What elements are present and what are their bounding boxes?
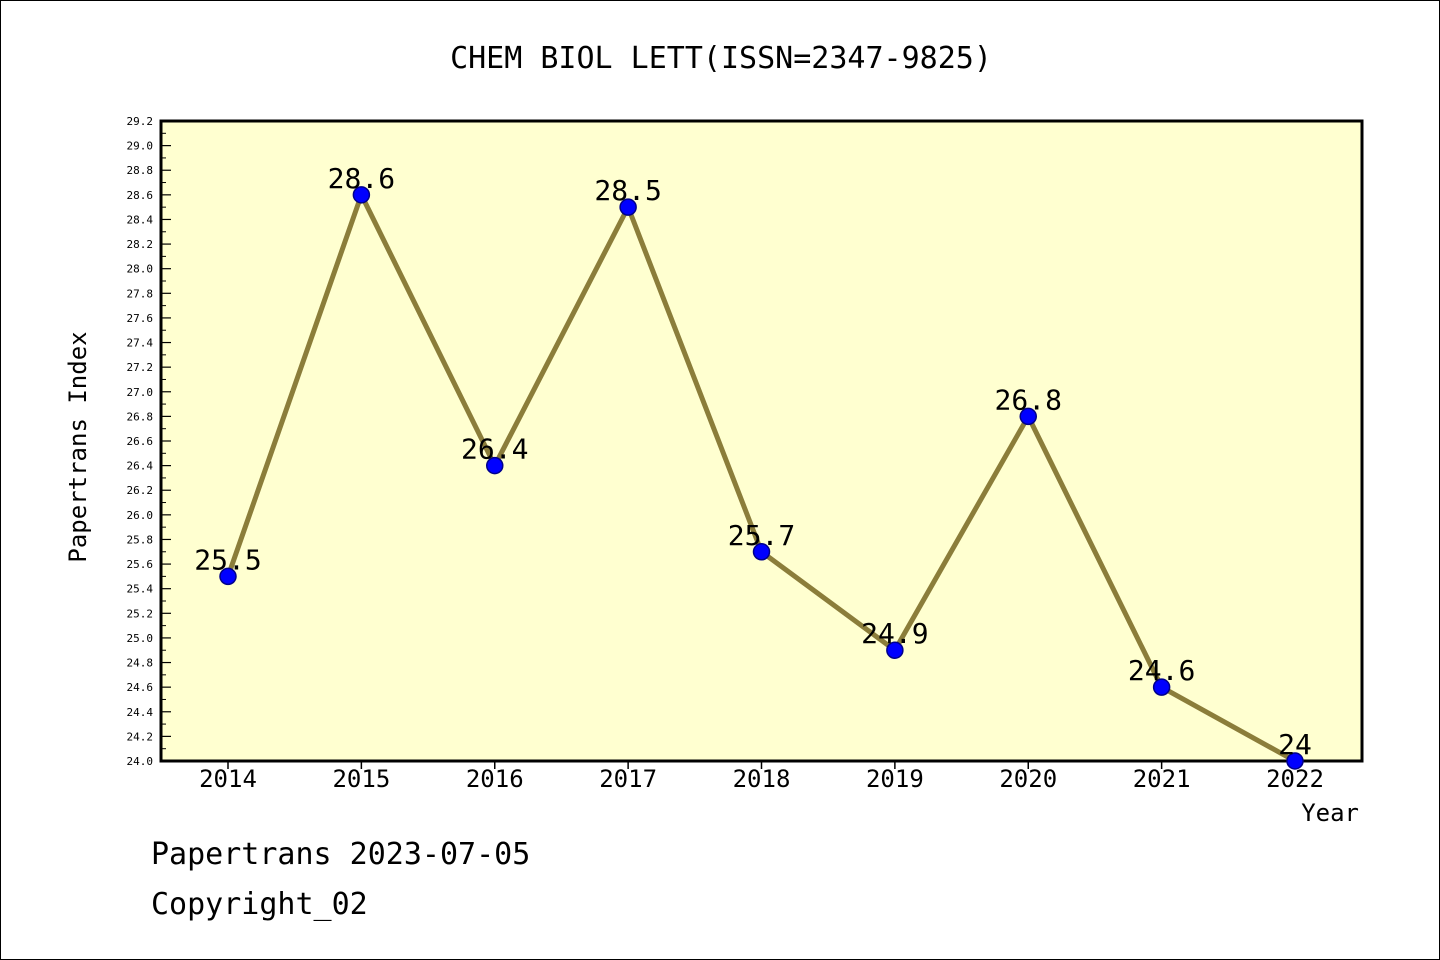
data-label: 25.5 xyxy=(194,543,261,576)
data-point xyxy=(486,456,504,475)
data-point xyxy=(752,543,771,561)
x-tick-label: 2018 xyxy=(733,765,791,793)
x-tick-label: 2021 xyxy=(1133,765,1191,793)
y-tick-label: 29.2 xyxy=(127,115,154,128)
y-tick-label: 28.2 xyxy=(127,238,154,251)
y-tick-label: 27.2 xyxy=(127,361,154,374)
y-tick-label: 29.0 xyxy=(127,140,154,153)
y-axis-label: Papertrans Index xyxy=(64,331,92,562)
y-axis-ticks: 24.0 24.2 24.4 24.6 24.8 25.0 25.2 25.4 25.6 25.8… xyxy=(127,115,171,768)
x-tick-label: 2015 xyxy=(332,765,390,793)
data-point xyxy=(1019,407,1037,426)
y-tick-label: 24.2 xyxy=(127,730,154,743)
series-layer: 25.5 28.6 26.4 28.5 25.7 24.9 26.8 24.6 24 xyxy=(194,162,1312,770)
y-tick-label: 27.0 xyxy=(127,386,154,399)
data-label: 24 xyxy=(1278,728,1312,761)
data-label: 28.5 xyxy=(594,174,661,207)
y-tick-label: 26.0 xyxy=(127,509,154,522)
y-tick-label: 25.2 xyxy=(127,607,154,620)
chart-title: CHEM BIOL LETT(ISSN=2347-9825) xyxy=(450,41,992,76)
footer-copyright-text: Copyright_02 xyxy=(151,887,368,922)
x-axis-label: Year xyxy=(1301,799,1359,827)
footer-date-text: Papertrans 2023-07-05 xyxy=(151,837,531,872)
y-tick-label: 26.6 xyxy=(127,435,154,448)
y-tick-label: 27.8 xyxy=(127,287,154,300)
y-tick-label: 25.6 xyxy=(127,558,154,571)
x-tick-label: 2017 xyxy=(599,765,657,793)
x-axis-ticks: 2014 2015 2016 2017 2018 2019 2020 2021 2022 xyxy=(199,761,1324,793)
y-tick-label: 28.0 xyxy=(127,263,154,276)
y-tick-label: 27.6 xyxy=(127,312,154,325)
y-tick-label: 26.4 xyxy=(127,460,154,473)
x-tick-label: 2016 xyxy=(466,765,524,793)
y-tick-label: 24.6 xyxy=(127,681,154,694)
x-tick-label: 2014 xyxy=(199,765,257,793)
y-tick-label: 24.0 xyxy=(127,755,154,768)
data-point xyxy=(1286,752,1304,770)
plot-area xyxy=(159,119,1364,763)
data-label: 26.4 xyxy=(461,433,528,466)
data-label: 24.6 xyxy=(1128,654,1195,687)
y-tick-label: 25.8 xyxy=(127,533,154,546)
y-tick-label: 25.0 xyxy=(127,632,154,645)
x-tick-label: 2019 xyxy=(866,765,924,793)
data-point xyxy=(886,641,904,659)
y-tick-label: 24.4 xyxy=(127,706,154,719)
y-tick-label: 28.8 xyxy=(127,164,154,177)
data-label: 28.6 xyxy=(328,162,395,195)
y-tick-label: 25.4 xyxy=(127,583,154,596)
data-point xyxy=(1152,678,1171,696)
y-tick-label: 26.8 xyxy=(127,410,154,423)
data-point xyxy=(619,198,637,216)
data-label: 24.9 xyxy=(861,617,928,650)
y-tick-label: 28.4 xyxy=(127,213,154,226)
y-tick-label: 27.4 xyxy=(127,337,154,350)
y-tick-label: 24.8 xyxy=(127,657,154,670)
data-label: 26.8 xyxy=(995,383,1062,416)
data-label: 25.7 xyxy=(728,519,795,552)
x-tick-label: 2020 xyxy=(999,765,1057,793)
y-tick-label: 28.6 xyxy=(127,189,154,202)
data-point xyxy=(352,186,371,204)
y-tick-label: 26.2 xyxy=(127,484,154,497)
data-point xyxy=(219,567,237,586)
